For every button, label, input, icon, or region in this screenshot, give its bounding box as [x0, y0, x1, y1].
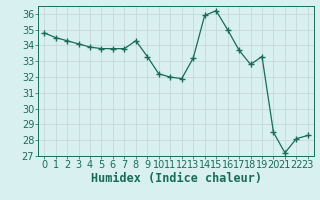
X-axis label: Humidex (Indice chaleur): Humidex (Indice chaleur) [91, 172, 261, 185]
